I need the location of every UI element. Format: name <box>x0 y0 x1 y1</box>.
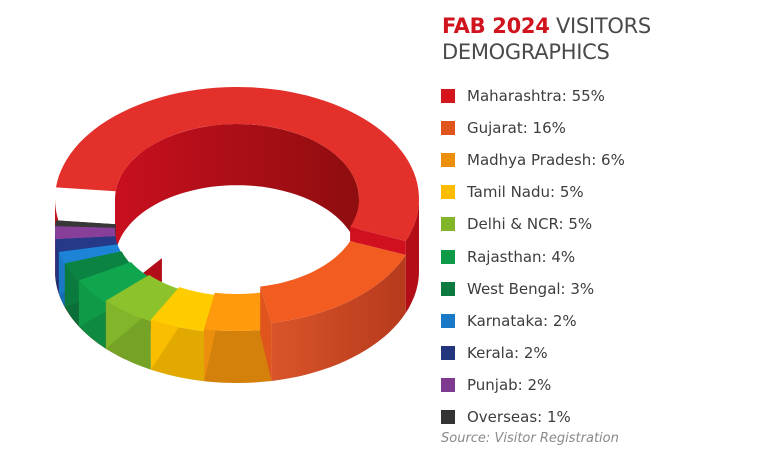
slice-gujarat-top <box>260 241 406 323</box>
legend-swatch <box>441 217 455 232</box>
legend-item-gujarat: Gujarat: 16% <box>441 112 761 144</box>
chart-title: FAB 2024 VISITORS DEMOGRAPHICS <box>442 13 762 65</box>
slice-maharashtra-side-right <box>405 197 419 313</box>
slice-cut-face <box>260 286 272 381</box>
legend-item-maharashtra: Maharashtra: 55% <box>441 80 761 112</box>
donut-slices <box>55 87 419 383</box>
legend-label: Delhi & NCR: 5% <box>467 215 593 234</box>
slice-west-bengal-top <box>64 251 131 283</box>
title-accent: FAB 2024 <box>442 14 550 38</box>
legend-label: Maharashtra: 55% <box>467 87 605 106</box>
slice-kerala-top <box>55 236 118 253</box>
legend-item-kerala: Kerala: 2% <box>441 337 761 369</box>
legend-swatch <box>441 313 455 328</box>
legend: Maharashtra: 55% Gujarat: 16% Madhya Pra… <box>441 80 761 433</box>
legend-item-punjab: Punjab: 2% <box>441 369 761 401</box>
legend-item-karnataka: Karnataka: 2% <box>441 305 761 337</box>
slice-madhya-pradesh-side <box>204 329 272 383</box>
legend-item-overseas: Overseas: 1% <box>441 401 761 433</box>
legend-label: Karnataka: 2% <box>467 311 577 330</box>
title-rest: VISITORS <box>549 14 651 38</box>
legend-swatch <box>441 121 455 136</box>
legend-label: Punjab: 2% <box>467 375 552 394</box>
legend-item-madhya-pradesh: Madhya Pradesh: 6% <box>441 144 761 176</box>
legend-label: Madhya Pradesh: 6% <box>467 151 625 170</box>
legend-item-tamil-nadu: Tamil Nadu: 5% <box>441 176 761 208</box>
inner-wall <box>115 124 359 261</box>
legend-label: Gujarat: 16% <box>467 119 566 138</box>
slice-rajasthan-top <box>78 262 150 303</box>
legend-swatch <box>441 345 455 360</box>
slice-madhya-pradesh-top <box>204 292 272 331</box>
source-note: Source: Visitor Registration <box>441 431 619 446</box>
legend-swatch <box>441 185 455 200</box>
slice-karnataka-top <box>58 244 122 266</box>
slice-maharashtra-top <box>56 87 419 241</box>
legend-swatch <box>441 153 455 168</box>
legend-swatch <box>441 409 455 424</box>
slice-gujarat-side <box>271 255 406 381</box>
legend-swatch <box>441 281 455 296</box>
slice-tamil-nadu-top <box>150 287 215 332</box>
legend-item-delhi-ncr: Delhi & NCR: 5% <box>441 208 761 240</box>
legend-swatch <box>441 377 455 392</box>
slice-maharashtra-cut-face-right <box>350 227 406 255</box>
legend-label: Tamil Nadu: 5% <box>467 183 584 202</box>
legend-swatch <box>441 249 455 264</box>
donut-chart <box>55 87 419 383</box>
slice-punjab-top <box>55 226 116 241</box>
legend-label: Rajasthan: 4% <box>467 247 576 266</box>
title-line2: DEMOGRAPHICS <box>442 40 610 64</box>
legend-label: Kerala: 2% <box>467 343 548 362</box>
legend-swatch <box>441 89 455 104</box>
legend-label: Overseas: 1% <box>467 407 571 426</box>
legend-item-west-bengal: West Bengal: 3% <box>441 273 761 305</box>
legend-item-rajasthan: Rajasthan: 4% <box>441 240 761 272</box>
legend-label: West Bengal: 3% <box>467 279 595 298</box>
